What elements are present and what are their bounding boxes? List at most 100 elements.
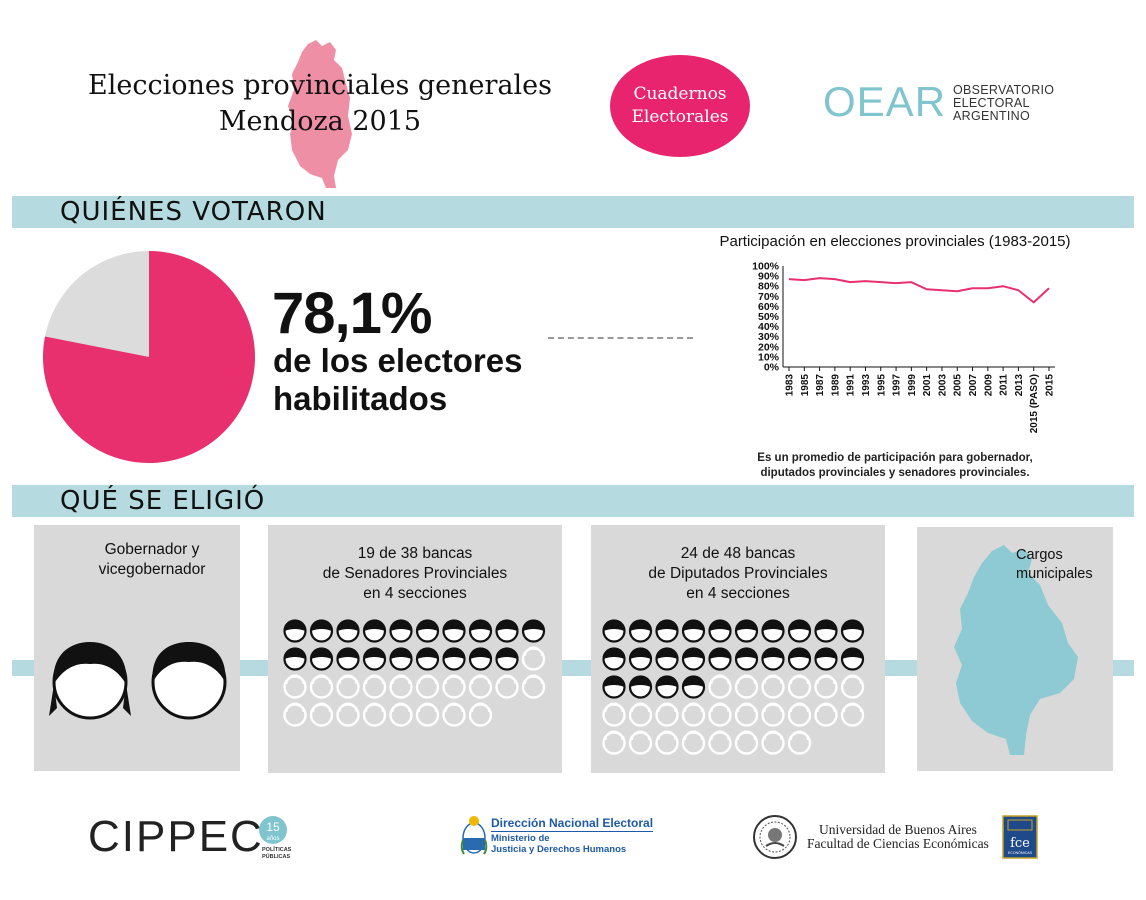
fce-logo-text: fce (1010, 836, 1030, 851)
page-title: Elecciones provinciales generales Mendoz… (60, 68, 580, 140)
seat-icon (309, 674, 334, 699)
turnout-percentage: 78,1% (272, 281, 432, 346)
dne-logo-title: Dirección Nacional Electoral (491, 816, 654, 832)
section-band-quienes (12, 196, 1134, 228)
seat-icon (283, 674, 307, 699)
seat-icon (309, 619, 334, 643)
seat-icon (415, 702, 440, 727)
cippec-sub-line-2: PÚBLICAS (262, 854, 291, 860)
seat-icon (734, 702, 759, 727)
x-tick-label: 2003 (937, 374, 948, 397)
chart-note-line-1: Es un promedio de participación para gob… (757, 452, 1033, 464)
seat-icon (309, 647, 334, 671)
section-title-quienes-votaron: QUIÉNES VOTARON (60, 197, 327, 227)
dne-logo-subtitle: Ministerio de Justicia y Derechos Humano… (491, 833, 626, 855)
panel-senators-label: 19 de 38 bancas de Senadores Provinciale… (268, 544, 562, 604)
seat-icon (442, 674, 466, 699)
seat-icon (362, 647, 387, 671)
seat-icon (521, 674, 546, 699)
y-tick-label: 0% (764, 362, 780, 374)
uba-seal-icon (753, 815, 797, 859)
seat-icon (283, 647, 307, 671)
seat-icon (602, 619, 626, 643)
chart-note: Es un promedio de participación para gob… (720, 451, 1070, 481)
seat-icon (442, 702, 466, 727)
x-tick-label: 1987 (815, 374, 826, 397)
seat-icon (602, 675, 626, 699)
seat-icon (336, 674, 360, 699)
seat-icon (708, 647, 732, 671)
gov-label-line-2: vicegobernador (98, 561, 206, 578)
seat-icon (309, 702, 334, 727)
title-line-2: Mendoza 2015 (218, 106, 422, 137)
deputies-seat-grid (602, 619, 865, 755)
badge-line-2: Electorales (631, 107, 729, 127)
seat-icon (681, 730, 706, 755)
governor-face-icon (49, 642, 131, 720)
badge-line-1: Cuadernos (633, 84, 727, 104)
seat-icon (336, 647, 360, 671)
seat-icon (761, 647, 785, 671)
uba-line-2: Facultad de Ciencias Económicas (807, 836, 989, 851)
dip-label-line-3: en 4 secciones (686, 585, 790, 602)
x-tick-label: 2009 (983, 374, 994, 397)
seat-icon (495, 619, 519, 643)
fce-logo-icon: fce ECONÓMICAS (1002, 815, 1038, 859)
oear-line-3: ARGENTINO (953, 109, 1031, 123)
seat-icon (362, 674, 387, 699)
cippec-sub-line-1: POLÍTICAS (262, 847, 292, 853)
seat-icon (840, 702, 865, 727)
seat-icon (708, 730, 732, 755)
pie-slice-voted (43, 251, 256, 463)
seat-icon (787, 647, 812, 671)
section-band-que-se-eligio (12, 485, 1134, 517)
seat-icon (814, 647, 838, 671)
seat-icon (761, 619, 785, 643)
panel-deputies-label: 24 de 48 bancas de Diputados Provinciale… (591, 544, 885, 604)
turnout-caption-line-1: de los electores (273, 342, 523, 379)
seat-icon (521, 646, 546, 671)
chart-note-line-2: diputados provinciales y senadores provi… (760, 467, 1030, 479)
seat-icon (840, 674, 865, 699)
seat-icon (681, 619, 706, 643)
vicegovernor-face-icon (151, 642, 227, 720)
gov-label-line-1: Gobernador y (104, 541, 200, 558)
seat-icon (415, 619, 440, 643)
y-tick-label: 90% (758, 271, 780, 283)
seat-icon (681, 702, 706, 727)
seat-icon (468, 674, 493, 699)
chart-title: Participación en elecciones provinciales… (719, 233, 1071, 250)
sen-label-line-1: 19 de 38 bancas (357, 545, 473, 562)
seat-icon (655, 702, 679, 727)
seat-icon (628, 675, 653, 699)
seat-icon (814, 619, 838, 643)
seat-icon (389, 647, 413, 671)
seat-icon (628, 702, 653, 727)
seat-icon (734, 619, 759, 643)
sen-label-line-2: de Senadores Provinciales (322, 565, 508, 582)
dip-label-line-2: de Diputados Provinciales (648, 565, 828, 582)
seat-icon (362, 619, 387, 643)
participation-series-line (788, 277, 1050, 304)
y-tick-label: 10% (758, 351, 780, 363)
x-tick-label: 2015 (PASO) (1029, 374, 1040, 433)
mun-label-line-2: municipales (1016, 566, 1093, 582)
panel-governor-label: Gobernador y vicegobernador (34, 540, 270, 580)
seat-icon (761, 674, 785, 699)
seat-icon (628, 730, 653, 755)
seat-icon (415, 647, 440, 671)
x-tick-label: 2005 (953, 374, 964, 397)
seat-icon (389, 674, 413, 699)
seat-icon (442, 647, 466, 671)
cippec-badge-number: 15 (266, 820, 280, 834)
seat-icon (283, 702, 307, 727)
seat-icon (681, 675, 706, 699)
seat-icon (521, 619, 546, 643)
x-tick-label: 1989 (830, 374, 841, 397)
seat-icon (468, 647, 493, 671)
seat-icon (708, 702, 732, 727)
seat-icon (495, 647, 519, 671)
cippec-subtitle: POLÍTICAS PÚBLICAS (262, 847, 291, 861)
x-tick-label: 1995 (876, 374, 887, 397)
panel-municipal-label: Cargos municipales (1016, 546, 1093, 584)
